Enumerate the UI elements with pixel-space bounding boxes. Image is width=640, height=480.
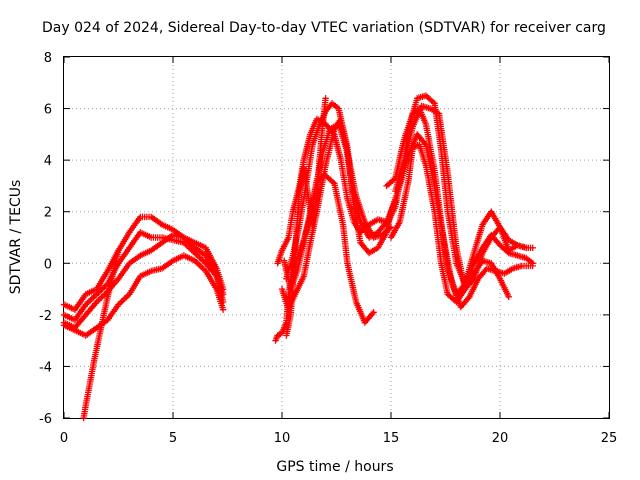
data-point-markers <box>283 95 329 339</box>
data-series <box>272 172 377 344</box>
data-series <box>387 131 536 311</box>
x-tick-label: 10 <box>274 431 291 446</box>
x-tick-label: 0 <box>60 431 68 446</box>
plot-frame <box>63 56 610 419</box>
data-series <box>80 247 122 422</box>
data-series <box>392 102 536 293</box>
x-axis-title: GPS time / hours <box>276 459 393 475</box>
chart-title: Day 024 of 2024, Sidereal Day-to-day VTE… <box>42 20 606 36</box>
data-point-markers <box>392 102 536 293</box>
data-point-markers <box>80 247 122 422</box>
y-axis-title: SDTVAR / TECUs <box>8 180 24 295</box>
data-point-markers <box>272 172 377 344</box>
x-tick-label: 20 <box>492 431 509 446</box>
data-series <box>60 213 227 313</box>
y-tick-label: 4 <box>44 154 52 169</box>
x-tick-label: 5 <box>169 431 177 446</box>
data-series <box>283 95 329 339</box>
y-tick-label: 0 <box>44 257 52 272</box>
y-tick-label: 2 <box>44 206 52 221</box>
y-tick-label: -6 <box>39 412 52 427</box>
x-tick-label: 25 <box>601 431 618 446</box>
y-tick-label: 6 <box>44 103 52 118</box>
x-tick-label: 15 <box>383 431 400 446</box>
data-marks <box>60 92 536 422</box>
axis-ticks: 0 5 10 15 20 25 -6 -4 -2 0 2 4 6 8 <box>39 51 617 446</box>
data-point-markers <box>60 213 227 313</box>
y-tick-label: 8 <box>44 51 52 66</box>
y-tick-label: -2 <box>39 309 52 324</box>
y-tick-label: -4 <box>39 360 52 375</box>
data-point-markers <box>387 131 536 311</box>
